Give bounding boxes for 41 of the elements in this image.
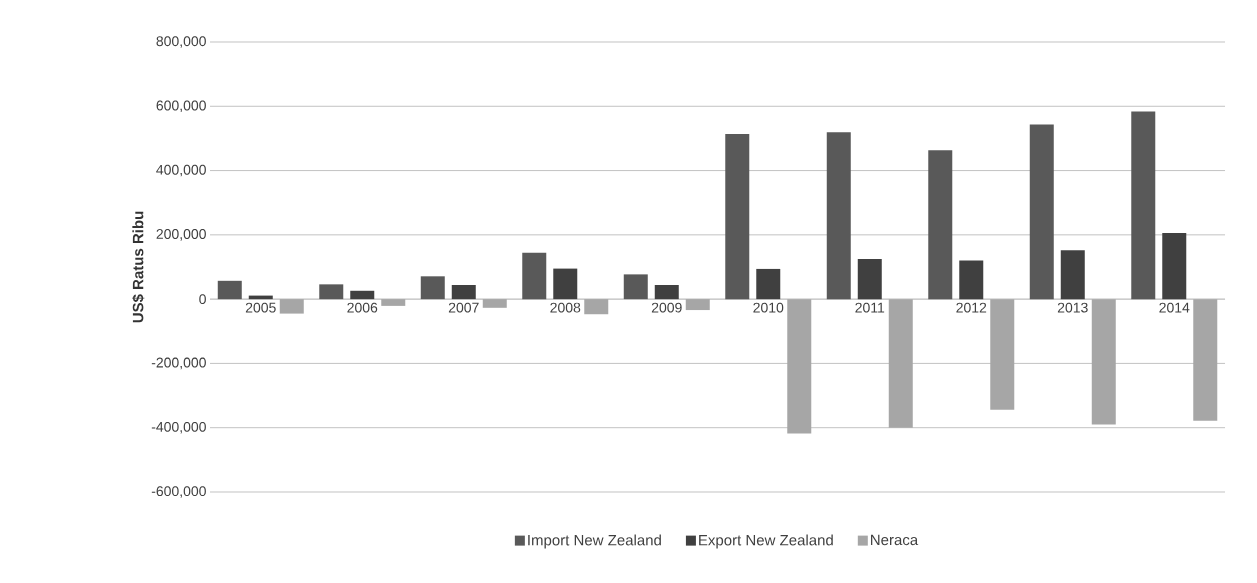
x-tick-label: 2014 bbox=[1159, 302, 1190, 313]
y-tick-label: -600,000 bbox=[151, 486, 206, 498]
y-tick-label: 0 bbox=[199, 294, 206, 305]
bar bbox=[826, 132, 851, 300]
x-tick-label: 2012 bbox=[956, 302, 987, 313]
bar bbox=[1162, 232, 1187, 300]
bar bbox=[959, 260, 984, 300]
x-tick-label: 2007 bbox=[448, 302, 479, 313]
bar bbox=[1131, 111, 1156, 300]
bar bbox=[623, 274, 648, 300]
x-tick-label: 2008 bbox=[550, 302, 581, 313]
bar bbox=[654, 284, 679, 300]
y-tick-label: 600,000 bbox=[156, 100, 206, 113]
x-tick-label: 2009 bbox=[651, 302, 682, 313]
legend-label: Import New Zealand bbox=[528, 534, 661, 549]
bar bbox=[319, 284, 344, 300]
bar bbox=[420, 276, 445, 300]
bar bbox=[451, 284, 476, 300]
legend-label: Neraca bbox=[871, 534, 919, 546]
x-tick-label: 2011 bbox=[855, 302, 885, 313]
legend-label: Export New Zealand bbox=[699, 534, 833, 549]
bar bbox=[553, 268, 578, 300]
x-tick-label: 2005 bbox=[245, 302, 276, 313]
x-tick-label: 2006 bbox=[347, 302, 378, 313]
bar bbox=[857, 258, 882, 300]
y-axis-title: US$ Ratus Ribu bbox=[132, 211, 145, 323]
y-tick-label: 800,000 bbox=[156, 36, 206, 48]
x-tick-label: 2013 bbox=[1057, 302, 1088, 313]
y-tick-label: -200,000 bbox=[151, 357, 206, 370]
bar bbox=[928, 150, 953, 300]
bar bbox=[350, 290, 375, 300]
bar bbox=[1029, 124, 1054, 300]
y-tick-label: 400,000 bbox=[156, 164, 206, 177]
bar bbox=[522, 252, 547, 300]
x-tick-label: 2010 bbox=[753, 302, 784, 313]
y-tick-label: 200,000 bbox=[156, 229, 206, 241]
bar bbox=[1060, 250, 1085, 300]
bar bbox=[725, 133, 750, 300]
y-tick-label: -400,000 bbox=[151, 421, 206, 434]
bar bbox=[217, 280, 242, 300]
bar bbox=[756, 268, 781, 300]
